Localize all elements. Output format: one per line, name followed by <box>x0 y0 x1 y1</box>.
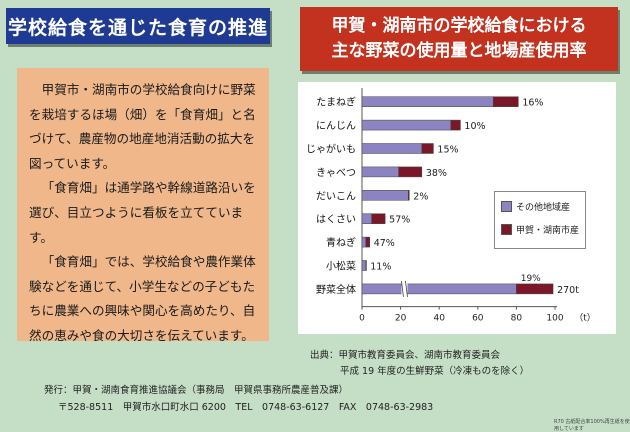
category-label: じゃがいも <box>306 143 356 156</box>
x-tick-label: 0 <box>359 314 365 324</box>
total-label: 270t <box>557 285 579 296</box>
legend-swatch-other <box>501 201 512 212</box>
bar-other-segment <box>361 190 409 201</box>
source-line-2: 平成 19 年度の生鮮野菜（冷凍ものを除く） <box>340 366 530 377</box>
x-tick-label: 80 <box>511 314 523 324</box>
source-line-1: 出典：甲賀市教育委員会、湖南市教育委員会 <box>310 350 501 361</box>
bar-local-segment <box>371 213 386 224</box>
left-title-banner: 学校給食を通じた食育の推進 <box>6 8 270 44</box>
right-title-line2: 主な野菜の使用量と地場産使用率 <box>331 41 587 61</box>
left-title: 学校給食を通じた食育の推進 <box>7 16 268 39</box>
x-unit-label: （t） <box>574 313 596 324</box>
pct-label: 11% <box>370 262 391 273</box>
recycled-paper-note: R70 古紙配合率100%再生紙を使用しています <box>554 419 630 432</box>
pct-label: 10% <box>464 121 485 132</box>
bar-chart: 0 20 40 60 80 100 （t） たまねぎ 16% にんじん 10% じゃがいも 15% きゃべ… <box>306 88 596 324</box>
bar-other-segment <box>361 119 452 131</box>
bar-other-segment <box>361 166 399 178</box>
pct-label: 15% <box>437 145 458 156</box>
bar-other-segment <box>361 283 517 295</box>
bar-other-segment <box>361 236 367 248</box>
paragraph-3: 「食育畑」では、学校給食や農作業体験などを通じて、小学生などの子どもたちに農業へ… <box>29 254 256 343</box>
description-panel: 甲賀市・湖南市の学校給食向けに野菜を栽培するほ場（畑）を「食育畑」と名づけて、農… <box>17 68 269 343</box>
bar-other-segment <box>361 213 372 224</box>
legend-swatch-local <box>501 224 512 235</box>
axis-break-gap <box>401 281 408 296</box>
footer-line-1: 発行：甲賀・湖南食育推進協議会（事務局 甲賀県事務所農産普及課） <box>44 385 349 396</box>
pct-label: 16% <box>522 98 543 109</box>
bar-local-segment <box>365 236 370 248</box>
category-label: だいこん <box>316 190 356 202</box>
x-tick-label: 20 <box>395 314 407 324</box>
axis-break-mark <box>401 280 404 297</box>
category-label: 青ねぎ <box>326 236 356 249</box>
bar-other-segment <box>361 96 494 107</box>
category-label: きゃべつ <box>316 167 356 179</box>
pct-label: 38% <box>426 168 447 179</box>
category-label: たまねぎ <box>316 96 356 109</box>
pct-label: 47% <box>374 238 395 249</box>
right-title-banner: 甲賀・湖南市の学校給食における 主な野菜の使用量と地場産使用率 <box>300 7 618 71</box>
paragraph-1: 甲賀市・湖南市の学校給食向けに野菜を栽培するほ場（畑）を「食育畑」と名づけて、農… <box>29 82 256 171</box>
footer-line-2: 〒528-8511 甲賀市水口町水口 6200 TEL 0748-63-6127… <box>58 402 434 413</box>
category-label: 小松菜 <box>326 260 356 273</box>
category-label: にんじん <box>316 120 356 132</box>
source-note: 出典：甲賀市教育委員会、湖南市教育委員会 平成 19 年度の生鮮野菜（冷凍ものを… <box>310 348 529 380</box>
bar-other-segment <box>361 143 423 154</box>
bar-local-segment <box>516 283 554 295</box>
pct-label: 19% <box>521 274 541 284</box>
x-tick-label: 40 <box>433 314 445 324</box>
bar-local-segment <box>450 119 461 131</box>
x-tick-label: 100 <box>546 314 563 324</box>
bar-local-segment <box>408 190 410 201</box>
bar-local-segment <box>365 260 367 271</box>
chart-legend: その他地域産 甲賀・湖南市産 <box>494 191 586 249</box>
legend-label-local: 甲賀・湖南市産 <box>516 226 580 236</box>
bar-local-segment <box>398 166 423 178</box>
pct-label: 57% <box>389 215 410 226</box>
category-label: はくさい <box>316 214 356 226</box>
category-label: 野菜全体 <box>316 283 356 296</box>
publisher-footer: 発行：甲賀・湖南食育推進協議会（事務局 甲賀県事務所農産普及課） 〒528-85… <box>44 382 433 416</box>
legend-label-other: その他地域産 <box>516 203 571 213</box>
pct-label: 2% <box>413 191 428 202</box>
legend-item-other: その他地域産 <box>501 200 585 213</box>
paragraph-2: 「食育畑」は通学路や幹線道路沿いを選び、目立つように看板を立てています。 <box>29 180 256 245</box>
axis-break-mark <box>405 280 408 297</box>
x-tick-label: 60 <box>472 314 484 324</box>
legend-item-local: 甲賀・湖南市産 <box>501 223 585 236</box>
bar-other-segment <box>361 260 367 271</box>
bar-local-segment <box>421 143 434 154</box>
right-title-line1: 甲賀・湖南市の学校給食における <box>331 16 587 37</box>
bar-local-segment <box>492 96 519 107</box>
